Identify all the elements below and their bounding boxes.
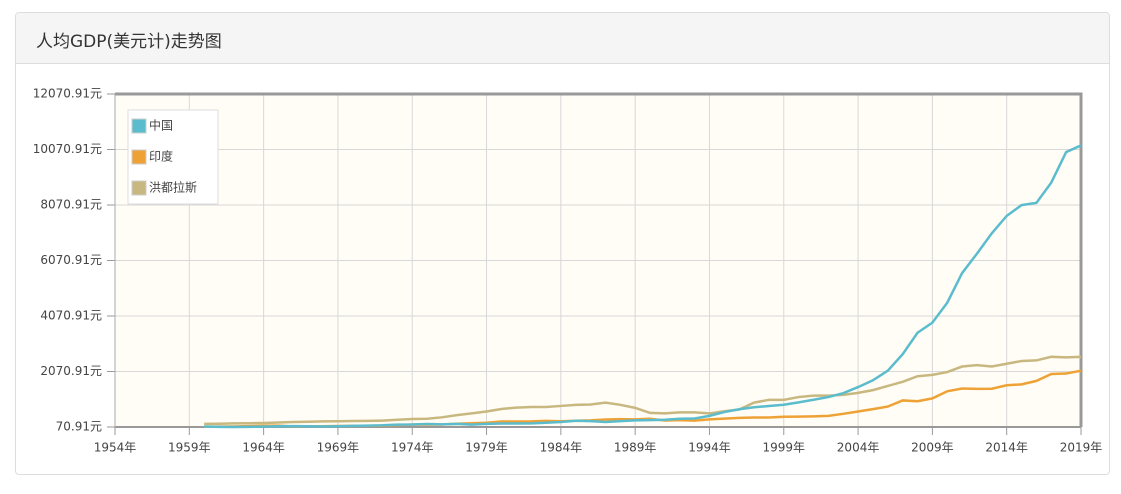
legend-label: 洪都拉斯: [149, 180, 197, 195]
x-tick-label: 1999年: [762, 441, 805, 455]
x-tick-label: 2014年: [985, 441, 1028, 455]
legend-label: 印度: [149, 149, 173, 164]
y-tick-label: 70.91元: [56, 420, 102, 434]
x-tick-label: 1994年: [688, 441, 731, 455]
y-tick-label: 4070.91元: [40, 309, 102, 323]
y-tick-label: 10070.91元: [33, 142, 102, 156]
y-tick-label: 12070.91元: [33, 87, 102, 101]
x-tick-label: 1974年: [391, 441, 434, 455]
y-tick-label: 8070.91元: [40, 198, 102, 212]
legend-swatch: [131, 149, 147, 165]
y-tick-label: 6070.91元: [40, 253, 102, 267]
legend-swatch: [131, 118, 147, 134]
x-tick-label: 1964年: [242, 441, 285, 455]
plot-border: [115, 92, 1083, 427]
legend-label: 中国: [149, 118, 173, 133]
panel: 人均GDP(美元计)走势图: [15, 12, 1110, 475]
x-tick-label: 2009年: [911, 441, 954, 455]
panel-title: 人均GDP(美元计)走势图: [16, 13, 1109, 64]
x-tick-label: 1954年: [94, 441, 137, 455]
x-tick-label: 1959年: [168, 441, 211, 455]
x-tick-label: 1979年: [465, 441, 508, 455]
legend-swatch: [131, 180, 147, 196]
x-tick-label: 2004年: [837, 441, 880, 455]
x-tick-label: 2019年: [1060, 441, 1103, 455]
x-tick-label: 1969年: [317, 441, 360, 455]
x-tick-label: 1989年: [614, 441, 657, 455]
y-tick-label: 2070.91元: [40, 364, 102, 378]
series-line: [204, 144, 1082, 429]
series-line: [204, 355, 1082, 426]
x-tick-label: 1984年: [540, 441, 583, 455]
